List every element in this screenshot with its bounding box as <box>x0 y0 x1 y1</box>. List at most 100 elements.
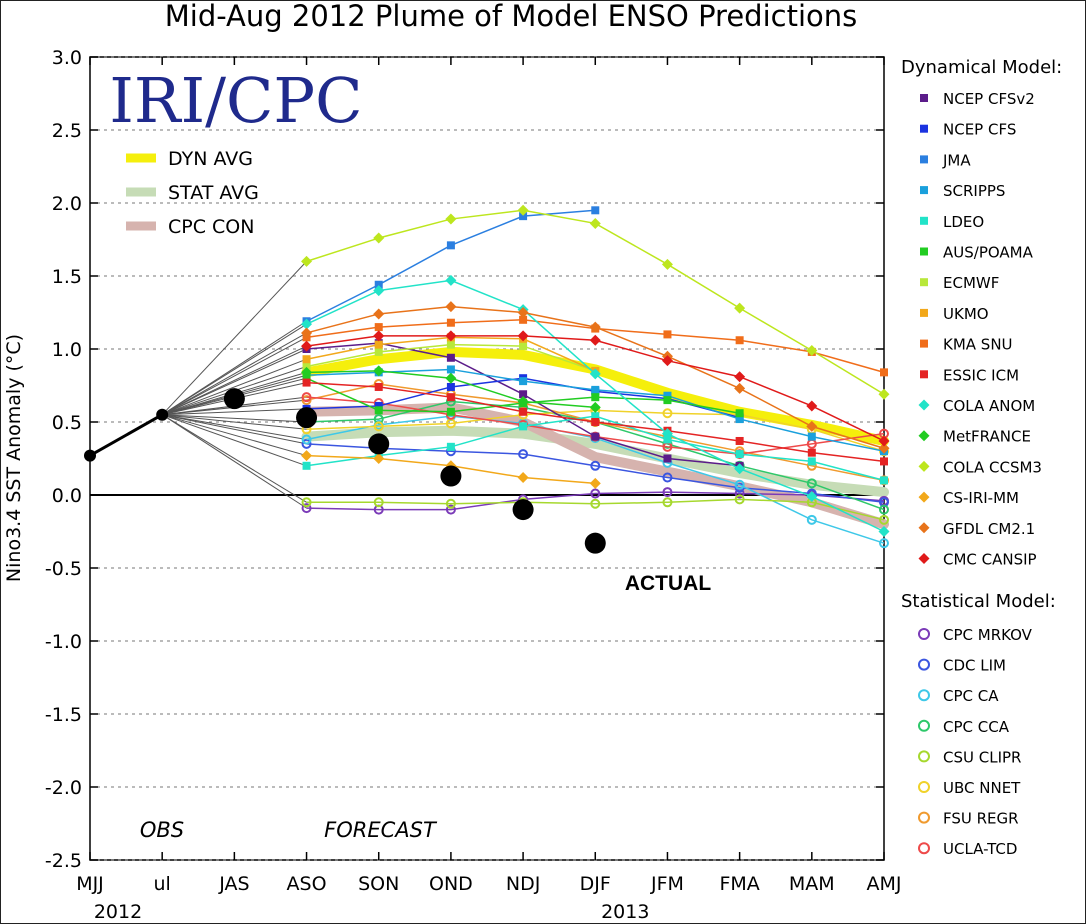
fan-line <box>161 261 307 416</box>
actual-point <box>296 407 318 429</box>
cpc-mrkov-point <box>662 487 673 498</box>
jma-point <box>446 241 455 250</box>
cdc-lim-legend-label: CDC LIM <box>943 657 1006 675</box>
ldeo-point <box>302 461 311 470</box>
scripps-point <box>591 385 600 394</box>
cola-anom-point <box>373 285 385 297</box>
ucla-tcd-legend-marker <box>918 842 930 855</box>
cpc-con-line <box>301 402 889 530</box>
fan-line <box>162 414 307 430</box>
cola-ccsm3-point <box>373 232 385 244</box>
jma-point <box>519 212 528 221</box>
stat-avg-line <box>301 425 889 498</box>
ubc-nnet-legend-label: UBC NNET <box>943 779 1021 797</box>
cpc-mrkov-line <box>306 491 885 511</box>
cmc-cansip-point <box>517 330 529 342</box>
actual-point <box>223 388 245 410</box>
fsu-regr-legend-marker <box>918 811 930 824</box>
fan-line <box>162 414 307 467</box>
kma-snu-point <box>374 323 383 332</box>
essic-icm-point <box>302 378 311 387</box>
cpc-mrkov-point <box>590 488 601 499</box>
cdc-lim-legend-marker <box>918 658 930 671</box>
scripps-point <box>663 391 672 400</box>
x-tick-label: SON <box>358 873 399 895</box>
y-tick-label: 0.0 <box>52 485 82 507</box>
cola-anom-point <box>661 428 673 440</box>
ucla-tcd-legend-label: UCLA-TCD <box>943 840 1017 858</box>
cola-ccsm3-point <box>445 213 457 225</box>
cpc-ca-point <box>734 479 745 490</box>
y-tick-label: -2.5 <box>45 850 82 872</box>
gfdl-cm2-1-legend-marker <box>918 522 930 534</box>
cpc-cca-point <box>806 478 817 489</box>
aus-poama-point <box>591 393 600 402</box>
fan-line <box>162 408 307 416</box>
cs-iri-mm-point <box>517 471 529 483</box>
cmc-cansip-legend-marker <box>918 553 930 564</box>
cpc-ca-point <box>301 434 312 445</box>
cs-iri-mm-point <box>373 453 385 464</box>
ldeo-point <box>446 442 455 451</box>
ubc-nnet-legend-marker <box>918 781 930 793</box>
cola-anom-point <box>589 368 601 380</box>
ecmwf-legend-marker <box>920 278 928 287</box>
ukmo-point <box>374 340 383 349</box>
model-legend: Dynamical Model: Statistical Model: NCEP… <box>901 57 1062 858</box>
inset-legend: DYN AVG STAT AVG CPC CON <box>126 148 259 238</box>
cola-anom-point <box>806 490 818 502</box>
essic-icm-legend-marker <box>920 370 928 379</box>
aus-poama-point <box>663 396 672 405</box>
scripps-legend-marker <box>920 186 928 195</box>
kma-snu-point <box>663 330 672 339</box>
gfdl-cm2-1-point <box>589 321 601 333</box>
kma-snu-legend-label: KMA SNU <box>943 336 1013 354</box>
ubc-nnet-point <box>373 421 384 432</box>
y-tick-label: -1.5 <box>45 704 82 726</box>
cola-anom-legend-label: COLA ANOM <box>943 397 1035 415</box>
cpc-con-legend-label: CPC CON <box>168 216 254 238</box>
cpc-ca-point <box>879 538 889 549</box>
csu-clipr-point <box>879 514 889 525</box>
scripps-point <box>519 377 528 386</box>
x-tick-label: AMJ <box>867 873 902 895</box>
metfrance-point <box>589 401 601 413</box>
kma-snu-legend-marker <box>920 339 928 348</box>
ncep-cfsv2-legend-marker <box>920 94 928 102</box>
plot-area <box>84 56 890 861</box>
ldeo-legend-label: LDEO <box>943 213 984 231</box>
x-tick-label: JAS <box>218 873 249 895</box>
csu-clipr-line <box>306 498 885 521</box>
aus-poama-point <box>374 406 383 415</box>
cola-anom-legend-marker <box>918 399 930 411</box>
cmc-cansip-point <box>878 435 890 447</box>
observed-point <box>84 449 96 462</box>
kma-snu-point <box>446 318 455 327</box>
fan-line <box>162 414 307 423</box>
ecmwf-legend-label: ECMWF <box>943 274 999 292</box>
cola-anom-point <box>734 463 746 475</box>
gfdl-cm2-1-point <box>517 307 529 318</box>
cpc-mrkov-point <box>301 503 312 514</box>
year-label: 2013 <box>601 901 649 923</box>
essic-icm-point <box>446 393 455 402</box>
cpc-cca-legend-marker <box>918 719 930 732</box>
cola-anom-point <box>301 318 313 330</box>
csu-clipr-point <box>373 497 384 508</box>
cola-ccsm3-legend-marker <box>918 460 930 472</box>
cdc-lim-line <box>306 443 885 504</box>
iri-cpc-logo: IRI/CPC <box>109 64 362 137</box>
cpc-mrkov-legend-label: CPC MRKOV <box>943 626 1033 644</box>
metfrance-legend-marker <box>918 430 930 442</box>
fan-line <box>161 345 307 416</box>
essic-icm-point <box>519 407 528 416</box>
ncep-cfs-point <box>374 401 383 410</box>
cpc-cca-point <box>879 504 889 515</box>
aus-poama-legend-marker <box>920 247 928 256</box>
cola-ccsm3-point <box>878 388 890 400</box>
fan-line <box>162 414 307 441</box>
gfdl-cm2-1-point <box>301 327 313 339</box>
ldeo-point <box>519 422 528 431</box>
scripps-point <box>446 365 455 374</box>
y-tick-label: 2.5 <box>52 120 82 142</box>
